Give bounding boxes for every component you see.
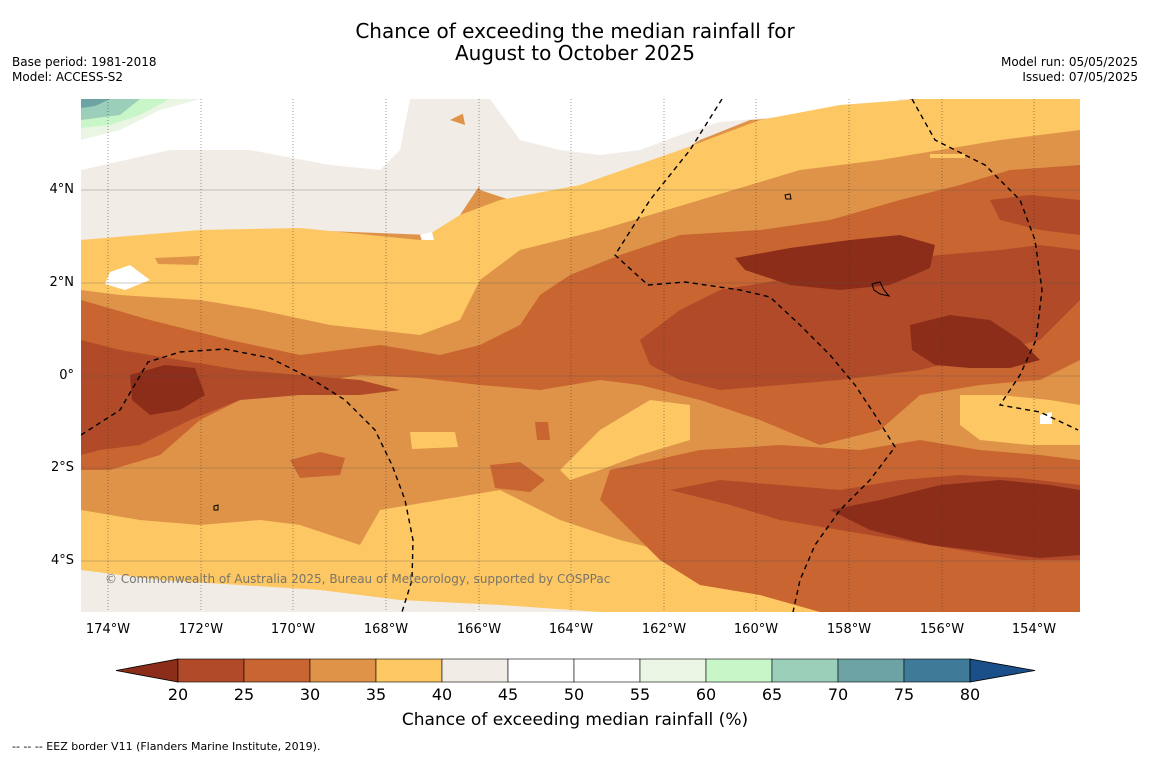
- colorbar-box: [573, 658, 641, 683]
- colorbar-tick-label: 60: [695, 685, 717, 704]
- colorbar-tick-label: 55: [629, 685, 651, 704]
- colorbar-tick-label: 80: [959, 685, 981, 704]
- colorbar-tick-label: 35: [365, 685, 387, 704]
- rainfall-probability-field: [81, 99, 1080, 612]
- eez-border-west: [81, 348, 414, 612]
- colorbar-box: [771, 658, 839, 683]
- lon-label-166w: 166°W: [456, 622, 502, 637]
- eez-legend: -- -- -- EEZ border V11 (Flanders Marine…: [12, 740, 321, 753]
- colorbar-tick-label: 50: [563, 685, 585, 704]
- model-name: Model: ACCESS-S2: [12, 70, 124, 84]
- colorbar-tick-label: 40: [431, 685, 453, 704]
- model-run: Model run: 05/05/2025: [1000, 55, 1138, 69]
- colorbar-box: [903, 658, 971, 683]
- colorbar-box: [177, 658, 245, 683]
- colorbar-tick-label: 45: [497, 685, 519, 704]
- lon-label-154w: 154°W: [1011, 622, 1057, 637]
- colorbar-box: [243, 658, 311, 683]
- lat-label-2n: 2°N: [49, 275, 75, 290]
- lon-label-172w: 172°W: [178, 622, 224, 637]
- issued-date: Issued: 07/05/2025: [1022, 70, 1138, 84]
- colorbar-box: [705, 658, 773, 683]
- colorbar: [115, 658, 1036, 683]
- title-line-2: August to October 2025: [454, 41, 696, 65]
- model-info: Base period: 1981-2018 Model: ACCESS-S2: [12, 55, 157, 85]
- lon-label-160w: 160°W: [733, 622, 779, 637]
- colorbar-tick-label: 75: [893, 685, 915, 704]
- lon-label-162w: 162°W: [641, 622, 687, 637]
- lat-label-4n: 4°N: [49, 182, 75, 197]
- colorbar-box: [507, 658, 575, 683]
- colorbar-arrow-high: [969, 658, 1036, 683]
- colorbar-tick-label: 20: [167, 685, 189, 704]
- colorbar-tick-label: 65: [761, 685, 783, 704]
- lat-label-4s: 4°S: [50, 553, 74, 568]
- run-info: Model run: 05/05/2025 Issued: 07/05/2025: [1001, 55, 1138, 85]
- colorbar-tick-label: 25: [233, 685, 255, 704]
- base-period: Base period: 1981-2018: [12, 55, 157, 69]
- map-title: Chance of exceeding the median rainfall …: [0, 20, 1150, 64]
- eez-border-east: [911, 99, 1079, 431]
- colorbar-box: [837, 658, 905, 683]
- colorbar-box: [639, 658, 707, 683]
- colorbar-tick-label: 30: [299, 685, 321, 704]
- colorbar-label: Chance of exceeding median rainfall (%): [401, 710, 749, 730]
- lon-label-174w: 174°W: [85, 622, 131, 637]
- lon-label-170w: 170°W: [270, 622, 316, 637]
- title-line-1: Chance of exceeding the median rainfall …: [355, 19, 795, 43]
- colorbar-tick-label: 70: [827, 685, 849, 704]
- colorbar-box: [309, 658, 377, 683]
- lat-label-0: 0°: [59, 368, 74, 383]
- lon-label-156w: 156°W: [919, 622, 965, 637]
- lon-label-168w: 168°W: [363, 622, 409, 637]
- lon-label-164w: 164°W: [548, 622, 594, 637]
- copyright-notice: © Commonwealth of Australia 2025, Bureau…: [105, 572, 611, 586]
- colorbar-box: [441, 658, 509, 683]
- lat-label-2s: 2°S: [50, 460, 74, 475]
- colorbar-box: [375, 658, 443, 683]
- colorbar-arrow-low: [115, 658, 179, 683]
- lon-label-158w: 158°W: [826, 622, 872, 637]
